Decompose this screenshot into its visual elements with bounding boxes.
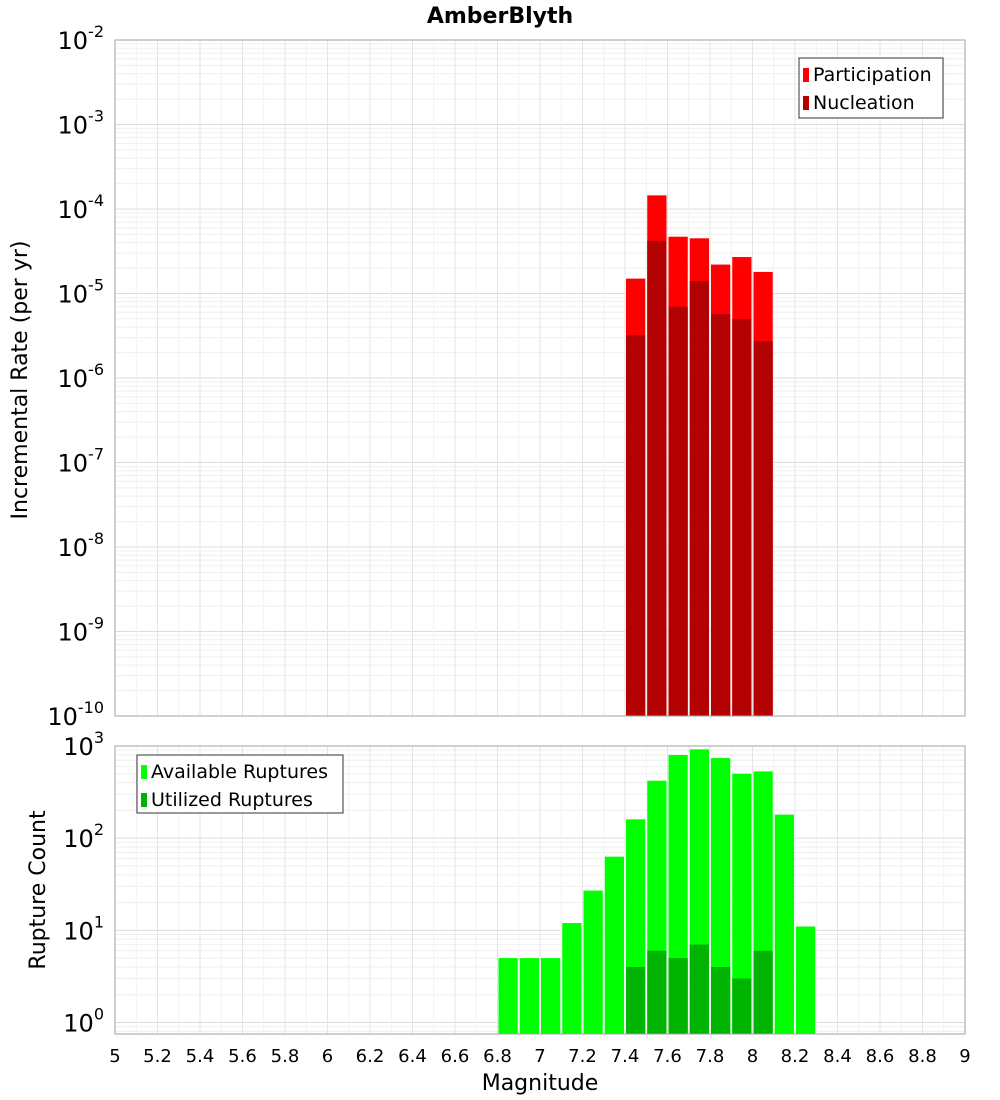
rate-bar-nucleation (753, 341, 773, 716)
count-bar-available-ruptures (604, 856, 624, 1034)
count-bar-available-ruptures (774, 814, 794, 1034)
x-tick-label: 5 (109, 1046, 120, 1067)
x-tick-label: 9 (959, 1046, 970, 1067)
count-bar-available-ruptures (519, 958, 539, 1034)
count-y-tick-label: 102 (63, 820, 104, 853)
count-y-tick-label: 101 (63, 912, 104, 945)
x-tick-label: 7.8 (696, 1046, 725, 1067)
x-tick-label: 5.8 (271, 1046, 300, 1067)
count-bar-available-ruptures (796, 926, 816, 1034)
chart-title: AmberBlyth (427, 4, 573, 29)
rate-plot-frame (114, 39, 966, 717)
x-tick-label: 7 (534, 1046, 545, 1067)
rate-legend-label: Participation (813, 64, 932, 86)
x-tick-label: 6.4 (398, 1046, 427, 1067)
count-bar-utilized-ruptures (711, 966, 731, 1034)
count-bar-utilized-ruptures (647, 950, 667, 1034)
rate-bar-nucleation (689, 281, 709, 716)
rate-y-tick-label: 10-9 (58, 614, 105, 647)
rate-y-tick-label: 10-8 (58, 529, 105, 562)
rate-legend-swatch (803, 96, 809, 110)
x-tick-label: 5.4 (186, 1046, 215, 1067)
x-tick-label: 8.6 (866, 1046, 895, 1067)
x-tick-label: 6.8 (483, 1046, 512, 1067)
rate-legend: Participation Nucleation (798, 57, 944, 119)
count-y-tick-label: 103 (63, 728, 104, 761)
count-legend-label: Available Ruptures (151, 761, 328, 783)
rate-y-tick-label: 10-4 (58, 191, 105, 224)
count-bar-utilized-ruptures (668, 958, 688, 1034)
rate-bar-nucleation (711, 314, 731, 716)
top-y-axis-label: Incremental Rate (per yr) (8, 241, 33, 520)
rate-legend-label: Nucleation (813, 92, 915, 114)
x-tick-label: 8.8 (908, 1046, 937, 1067)
count-plot-frame (114, 745, 966, 1035)
count-bar-utilized-ruptures (626, 966, 646, 1034)
count-bar-available-ruptures (498, 958, 518, 1034)
rate-legend-swatch (803, 68, 809, 82)
rate-bar-nucleation (668, 306, 688, 716)
rate-y-tick-label: 10-2 (58, 22, 105, 55)
rate-bar-nucleation (732, 318, 752, 716)
x-tick-label: 8 (747, 1046, 758, 1067)
rate-y-tick-label: 10-5 (58, 276, 105, 309)
rate-y-tick-label: 10-3 (58, 107, 105, 140)
x-tick-label: 5.6 (228, 1046, 257, 1067)
bottom-y-axis-label: Rupture Count (26, 810, 51, 970)
x-tick-label: 8.2 (781, 1046, 810, 1067)
x-tick-label: 8.4 (823, 1046, 852, 1067)
count-bar-available-ruptures (562, 923, 582, 1034)
count-bar-available-ruptures (541, 958, 561, 1034)
count-legend-swatch (141, 765, 147, 779)
count-legend-swatch (141, 793, 147, 807)
x-tick-label: 5.2 (143, 1046, 172, 1067)
rate-y-tick-label: 10-10 (47, 698, 104, 731)
rate-bar-nucleation (647, 240, 667, 716)
x-tick-label: 6.6 (441, 1046, 470, 1067)
rate-bar-nucleation (626, 335, 646, 716)
count-bar-available-ruptures (732, 773, 752, 1034)
count-bar-utilized-ruptures (689, 944, 709, 1034)
count-legend-label: Utilized Ruptures (151, 789, 313, 811)
x-tick-label: 6.2 (356, 1046, 385, 1067)
rate-grid (114, 39, 966, 717)
rate-y-tick-label: 10-6 (58, 360, 105, 393)
count-bar-utilized-ruptures (753, 950, 773, 1034)
x-tick-label: 7.2 (568, 1046, 597, 1067)
x-tick-label: 7.4 (611, 1046, 640, 1067)
count-legend-box (136, 754, 344, 814)
x-axis-label: Magnitude (482, 1071, 599, 1096)
x-tick-label: 6 (322, 1046, 333, 1067)
rate-y-tick-label: 10-7 (58, 445, 105, 478)
rate-legend-box (798, 57, 944, 119)
x-tick-label: 7.6 (653, 1046, 682, 1067)
count-bar-utilized-ruptures (732, 978, 752, 1034)
count-y-tick-label: 100 (63, 1004, 104, 1037)
count-bar-available-ruptures (583, 890, 603, 1034)
count-legend: Available Ruptures Utilized Ruptures (136, 754, 344, 814)
count-bar-available-ruptures (711, 758, 731, 1034)
